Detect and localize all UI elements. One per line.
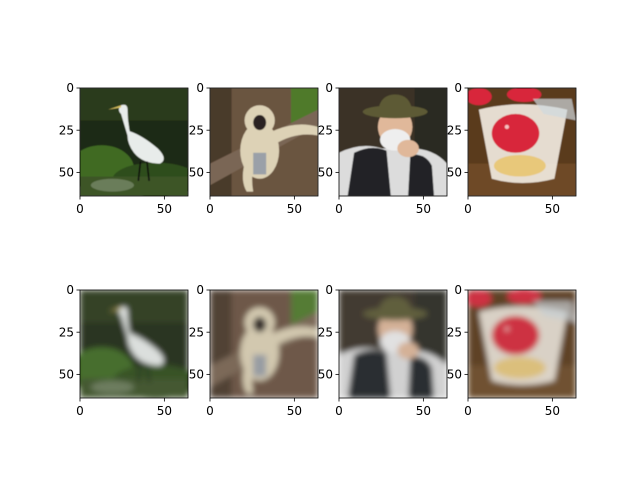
y-tick-label: 0: [454, 81, 462, 95]
y-tick-label: 25: [189, 325, 204, 339]
y-tick-label: 0: [66, 283, 74, 297]
x-tick-label: 0: [206, 404, 214, 418]
y-tick-label: 50: [447, 368, 462, 382]
x-tick-label: 0: [76, 202, 84, 216]
image-0-3: [468, 88, 576, 196]
image-1-3: [468, 290, 576, 398]
x-tick-label: 50: [545, 202, 560, 216]
y-tick-label: 0: [196, 81, 204, 95]
image-0-2: [339, 88, 447, 196]
y-tick-label: 50: [189, 166, 204, 180]
axes-frame-1-0: [79, 289, 189, 399]
axes-frame-1-2: [338, 289, 448, 399]
y-tick-label: 25: [447, 325, 462, 339]
image-1-2: [339, 290, 447, 398]
axes-0-0: 0 50 0 25 50: [59, 81, 189, 216]
x-tick-label: 0: [76, 404, 84, 418]
x-tick-label: 50: [287, 404, 302, 418]
image-1-1: [210, 290, 318, 398]
y-tick-label: 0: [66, 81, 74, 95]
y-tick-label: 50: [318, 368, 333, 382]
axes-frame-0-2: [338, 87, 448, 197]
y-tick-label: 50: [59, 166, 74, 180]
x-tick-label: 0: [335, 202, 343, 216]
y-tick-label: 50: [447, 166, 462, 180]
axes-1-3: 0 50 0 25 50: [447, 283, 577, 418]
y-tick-label: 50: [59, 368, 74, 382]
y-tick-label: 0: [325, 283, 333, 297]
y-tick-label: 25: [59, 325, 74, 339]
x-tick-label: 50: [287, 202, 302, 216]
axes-1-2: 0 50 0 25 50: [318, 283, 448, 418]
axes-0-3: 0 50 0 25 50: [447, 81, 577, 216]
y-tick-label: 0: [325, 81, 333, 95]
axes-frame-0-0: [79, 87, 189, 197]
image-0-1: [210, 88, 318, 196]
y-tick-label: 50: [318, 166, 333, 180]
axes-frame-0-3: [467, 87, 577, 197]
x-tick-label: 50: [416, 404, 431, 418]
axes-frame-1-1: [209, 289, 319, 399]
y-tick-label: 25: [189, 123, 204, 137]
y-tick-label: 25: [318, 123, 333, 137]
axes-0-2: 0 50 0 25 50: [318, 81, 448, 216]
axes-0-1: 0 50 0 25 50: [189, 81, 319, 216]
axes-frame-1-3: [467, 289, 577, 399]
axes-frame-0-1: [209, 87, 319, 197]
x-tick-label: 0: [464, 404, 472, 418]
x-tick-label: 50: [545, 404, 560, 418]
axes-1-0: 0 50 0 25 50: [59, 283, 189, 418]
y-tick-label: 50: [189, 368, 204, 382]
x-tick-label: 50: [157, 404, 172, 418]
axes-1-1: 0 50 0 25 50: [189, 283, 319, 418]
x-tick-label: 50: [157, 202, 172, 216]
y-tick-label: 25: [447, 123, 462, 137]
y-tick-label: 0: [454, 283, 462, 297]
y-tick-label: 0: [196, 283, 204, 297]
x-tick-label: 0: [206, 202, 214, 216]
x-tick-label: 0: [464, 202, 472, 216]
y-tick-label: 25: [318, 325, 333, 339]
image-0-0: [80, 88, 188, 196]
y-tick-label: 25: [59, 123, 74, 137]
image-1-0: [80, 290, 188, 398]
x-tick-label: 50: [416, 202, 431, 216]
x-tick-label: 0: [335, 404, 343, 418]
